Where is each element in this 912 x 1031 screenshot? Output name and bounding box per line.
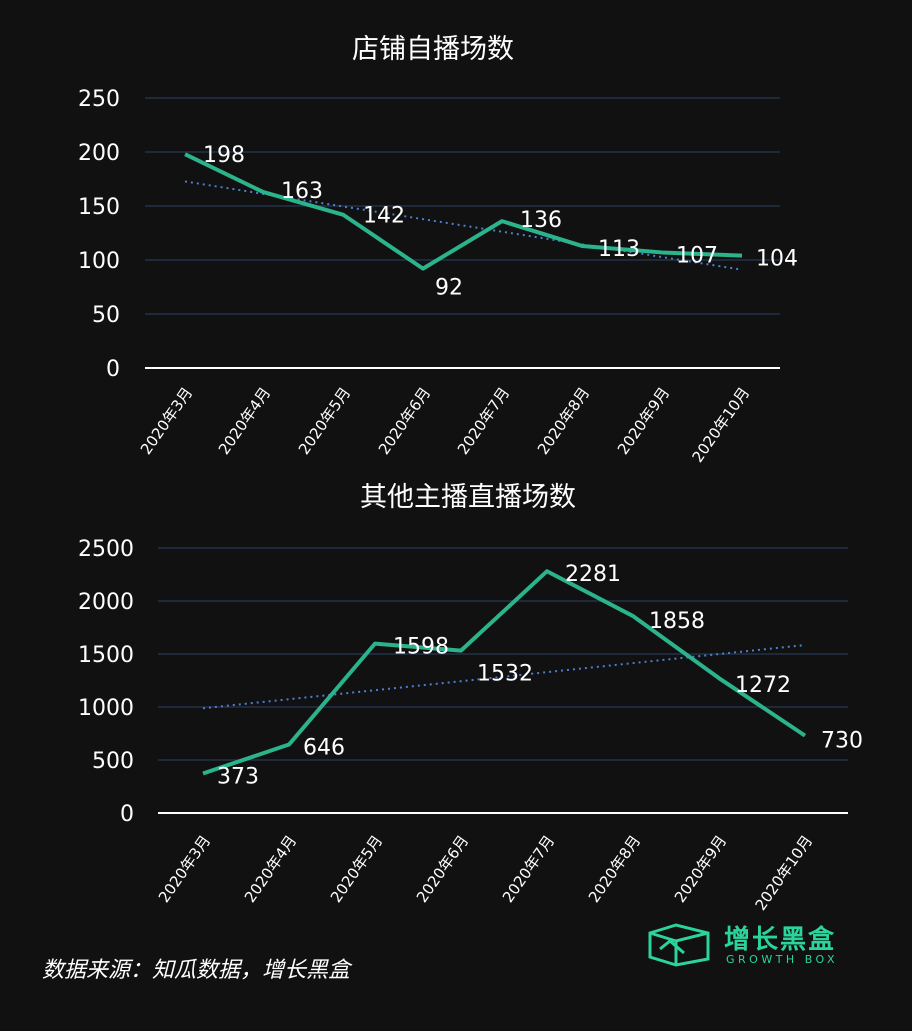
- y-tick-label: 100: [78, 249, 120, 274]
- data-label: 2281: [565, 562, 621, 587]
- x-tick-label: 2020年3月: [137, 384, 196, 458]
- x-tick-label: 2020年8月: [585, 832, 644, 906]
- y-tick-label: 2500: [78, 537, 134, 562]
- data-label: 646: [303, 736, 345, 761]
- x-tick-label: 2020年10月: [688, 384, 753, 466]
- trendline: [202, 644, 806, 710]
- y-tick-label: 200: [78, 141, 120, 166]
- x-tick-label: 2020年5月: [327, 832, 386, 906]
- data-label: 142: [363, 204, 405, 229]
- data-label: 1272: [735, 673, 791, 698]
- data-label: 1858: [649, 609, 705, 634]
- y-tick-label: 0: [106, 357, 120, 382]
- chart-title: 店铺自播场数: [352, 34, 514, 65]
- trendline: [184, 180, 743, 271]
- chart-title: 其他主播直播场数: [360, 482, 576, 513]
- x-tick-label: 2020年9月: [614, 384, 673, 458]
- brand-logo: 增长黑盒 GROWTH BOX: [646, 915, 856, 975]
- x-tick-label: 2020年9月: [671, 832, 730, 906]
- x-tick-label: 2020年5月: [295, 384, 354, 458]
- y-tick-label: 150: [78, 195, 120, 220]
- x-tick-label: 2020年7月: [499, 832, 558, 906]
- data-label: 113: [598, 237, 640, 262]
- x-tick-label: 2020年6月: [413, 832, 472, 906]
- data-label: 92: [435, 276, 463, 301]
- data-label: 373: [217, 764, 259, 789]
- x-tick-label: 2020年8月: [534, 384, 593, 458]
- data-label: 198: [203, 143, 245, 168]
- y-tick-label: 2000: [78, 590, 134, 615]
- y-tick-label: 50: [92, 303, 120, 328]
- growth-box-icon: [648, 923, 710, 967]
- brand-name: 增长黑盒: [724, 925, 837, 955]
- data-label: 1598: [393, 635, 449, 660]
- x-tick-label: 2020年6月: [375, 384, 434, 458]
- data-label: 107: [676, 243, 718, 268]
- x-tick-label: 2020年10月: [751, 832, 816, 914]
- x-tick-label: 2020年7月: [454, 384, 513, 458]
- y-tick-label: 0: [120, 802, 134, 827]
- data-label: 1532: [477, 662, 533, 687]
- chart-other-anchor-broadcast: 其他主播直播场数 2500 2000 1500 1000 500 0 373 64…: [78, 482, 863, 914]
- x-tick-label: 2020年3月: [155, 832, 214, 906]
- y-tick-label: 250: [78, 87, 120, 112]
- data-label: 136: [520, 208, 562, 233]
- data-source-note: 数据来源：知瓜数据，增长黑盒: [42, 958, 351, 983]
- x-tick-label: 2020年4月: [241, 832, 300, 906]
- data-label: 163: [281, 179, 323, 204]
- brand-subtitle: GROWTH BOX: [726, 953, 839, 966]
- y-tick-label: 1500: [78, 643, 134, 668]
- data-label: 730: [821, 729, 863, 754]
- data-label: 104: [756, 247, 798, 272]
- chart-store-self-broadcast: 店铺自播场数 250 200 150 100 50 0 198 163 142 92 1…: [78, 34, 798, 466]
- y-tick-label: 1000: [78, 696, 134, 721]
- series-line: [202, 569, 807, 776]
- x-tick-label: 2020年4月: [215, 384, 274, 458]
- y-tick-label: 500: [92, 749, 134, 774]
- series-line: [184, 152, 743, 271]
